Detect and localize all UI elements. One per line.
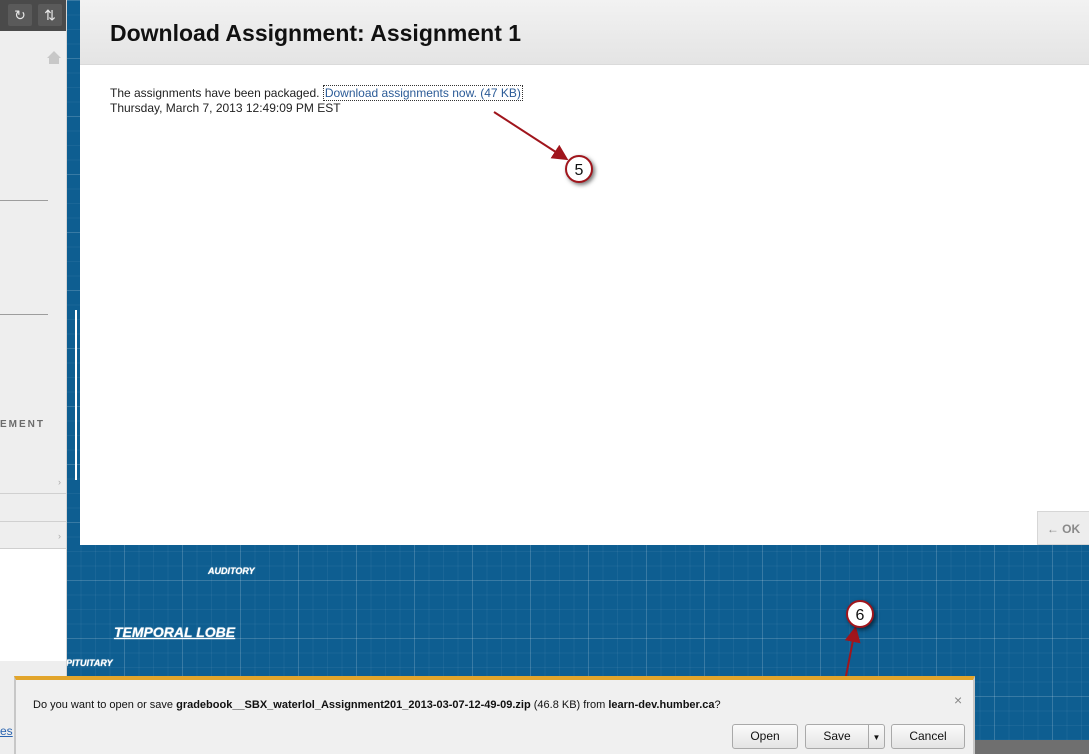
- open-button[interactable]: Open: [732, 724, 798, 749]
- brain-drawing: [75, 310, 77, 480]
- download-assignments-link[interactable]: Download assignments now. (47 KB): [322, 85, 523, 101]
- cancel-button[interactable]: Cancel: [891, 724, 965, 749]
- chevron-right-icon: ›: [58, 531, 61, 541]
- sidebar-toolbar: ↻ ⇅: [0, 0, 66, 31]
- left-sidebar: ↻ ⇅ EMENT › › es: [0, 0, 67, 754]
- close-icon[interactable]: ×: [954, 692, 963, 708]
- chevron-right-icon: ›: [58, 477, 61, 487]
- callout-6: 6: [846, 600, 874, 628]
- temporal-lobe-label: TEMPORAL LOBE: [114, 624, 236, 640]
- refresh-icon[interactable]: ↻: [8, 4, 32, 26]
- sidebar-divider: [0, 200, 48, 201]
- download-suffix: ?: [714, 699, 721, 711]
- chevron-down-icon: ▼: [872, 733, 881, 742]
- sidebar-divider: [0, 314, 48, 315]
- home-icon[interactable]: [46, 50, 62, 64]
- download-message: Do you want to open or save gradebook__S…: [33, 699, 721, 711]
- sidebar-link[interactable]: es: [0, 724, 13, 738]
- download-host: learn-dev.humber.ca: [608, 699, 715, 711]
- download-filename: gradebook__SBX_waterlol_Assignment201_20…: [176, 699, 531, 711]
- sidebar-section-heading: EMENT: [0, 419, 45, 430]
- callout-5: 5: [565, 155, 593, 183]
- download-prefix: Do you want to open or save: [33, 699, 177, 711]
- packaged-message: The assignments have been packaged.: [110, 86, 320, 100]
- sidebar-panel: [0, 548, 66, 661]
- sidebar-divider: [0, 521, 66, 522]
- download-size: (46.8 KB) from: [530, 699, 609, 711]
- save-options-dropdown[interactable]: ▼: [868, 724, 885, 749]
- ok-button[interactable]: ← OK: [1037, 511, 1089, 545]
- sidebar-divider: [0, 493, 66, 494]
- timestamp: Thursday, March 7, 2013 12:49:09 PM EST: [110, 101, 341, 115]
- save-button[interactable]: Save: [805, 724, 869, 749]
- download-assignment-modal: Download Assignment: Assignment 1 The as…: [80, 0, 1089, 545]
- sort-icon[interactable]: ⇅: [38, 4, 62, 26]
- page-title: Download Assignment: Assignment 1: [110, 20, 522, 46]
- modal-body: The assignments have been packaged. Down…: [110, 85, 523, 116]
- modal-header: Download Assignment: Assignment 1: [80, 0, 1089, 65]
- pituitary-label: PITUITARY: [66, 658, 113, 668]
- taskbar-strip: [975, 740, 1089, 754]
- download-notification-bar: Do you want to open or save gradebook__S…: [14, 676, 975, 754]
- auditory-label: AUDITORY: [208, 566, 255, 576]
